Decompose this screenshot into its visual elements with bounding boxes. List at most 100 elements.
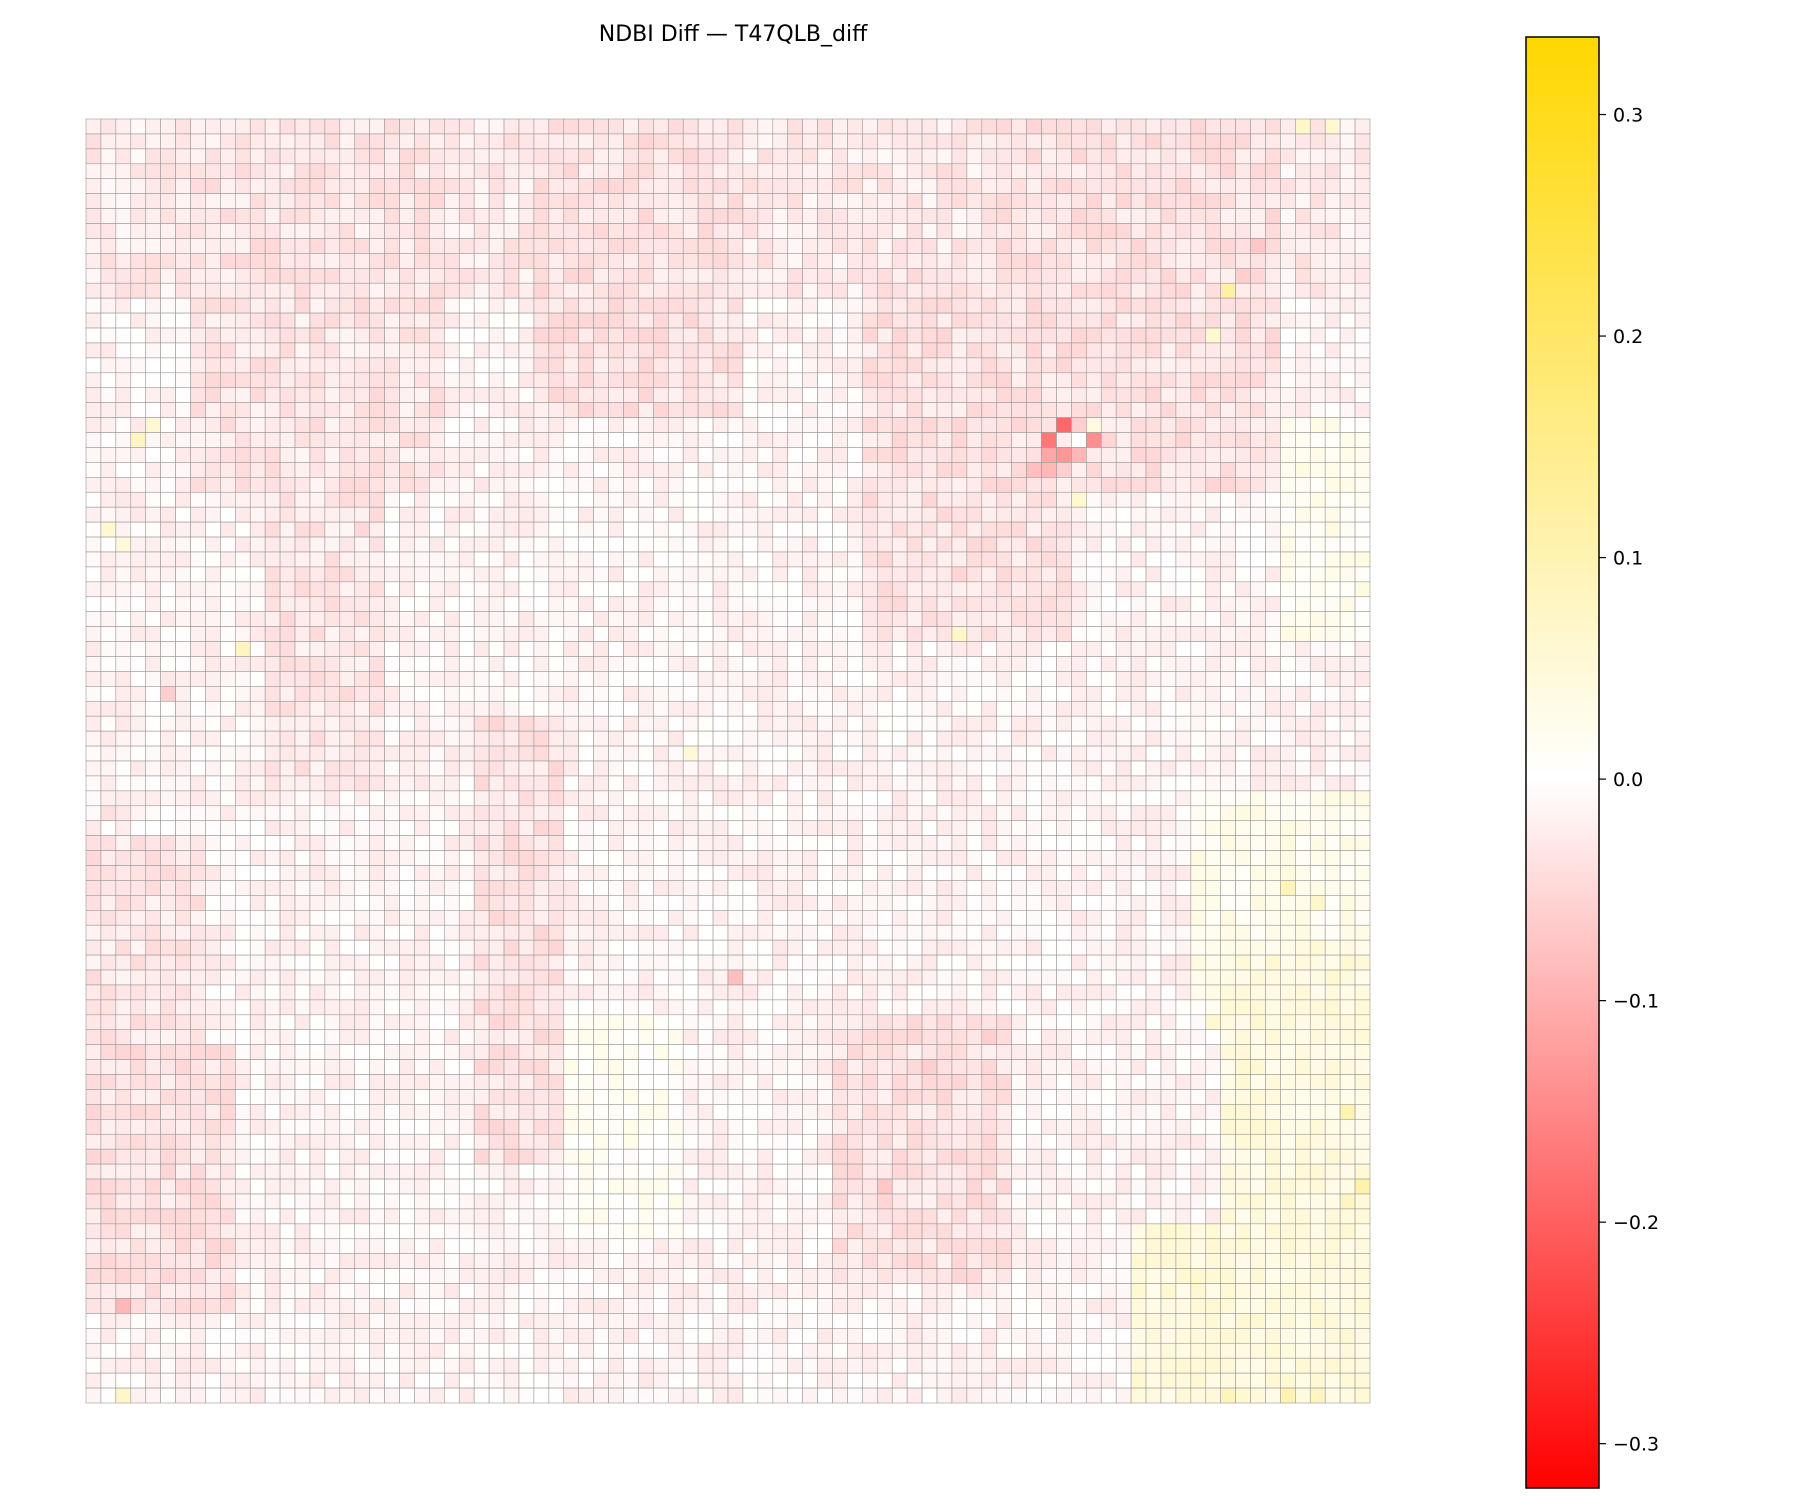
heatmap-cell [190,372,206,389]
heatmap-cell [279,342,296,359]
heatmap-cell [1071,671,1087,687]
heatmap-cell [787,775,803,792]
heatmap-cell [593,327,609,344]
heatmap-cell [638,133,654,150]
heatmap-cell [906,357,923,374]
heatmap-cell [249,163,266,180]
heatmap-cell [458,596,475,613]
heatmap-cell [1160,954,1177,971]
heatmap-cell [190,566,206,583]
heatmap-cell [235,835,251,851]
heatmap-cell [399,745,415,762]
heatmap-cell [772,700,789,717]
heatmap-cell [309,387,326,403]
heatmap-cell [175,895,191,911]
heatmap-cell [309,178,326,194]
heatmap-cell [891,835,908,851]
heatmap-cell [518,253,535,269]
heatmap-cell [862,745,878,762]
heatmap-cell [429,536,445,553]
heatmap-cell [623,939,639,956]
heatmap-cell [503,178,520,194]
heatmap-cell [981,880,998,896]
heatmap-cell [906,551,923,568]
heatmap-cell [936,477,953,493]
heatmap-cell [653,506,669,523]
heatmap-cell [1130,267,1147,284]
heatmap-cell [548,253,565,269]
heatmap-cell [742,895,759,911]
heatmap-cell [369,850,385,866]
heatmap-cell [130,656,147,672]
heatmap-cell [951,312,968,329]
heatmap-cell [653,312,669,329]
heatmap-cell [518,327,535,344]
heatmap-cell [757,342,774,359]
heatmap-cell [1250,850,1266,866]
heatmap-cell [906,312,923,329]
heatmap-cell [100,939,117,956]
heatmap-cell [548,850,565,866]
heatmap-cell [100,805,117,822]
heatmap-cell [1011,671,1027,687]
heatmap-cell [175,984,191,1001]
heatmap-cell [981,282,998,299]
heatmap-cell [1145,760,1162,777]
heatmap-cell [608,700,624,717]
heatmap-cell [1100,656,1117,672]
heatmap-cell [682,835,699,851]
heatmap-cell [608,491,624,508]
heatmap-cell [488,462,505,478]
heatmap-cell [1324,372,1341,389]
heatmap-cell [876,193,893,209]
heatmap-cell [473,297,490,314]
heatmap-cell [1339,297,1356,314]
heatmap-cell [802,551,818,568]
heatmap-cell [458,939,475,956]
heatmap-cell [593,835,609,851]
heatmap-cell [145,253,161,269]
heatmap-cell [473,312,490,329]
heatmap-cell [1324,939,1341,956]
heatmap-cell [488,297,505,314]
heatmap-cell [623,969,639,986]
heatmap-cell [638,163,654,180]
heatmap-cell [623,402,639,418]
heatmap-cell [1100,238,1117,254]
heatmap-cell [578,387,594,403]
heatmap-cell [817,372,833,389]
heatmap-cell [414,447,430,463]
heatmap-cell [429,969,445,986]
heatmap-cell [175,491,191,508]
heatmap-cell [384,939,400,956]
heatmap-cell [921,909,938,926]
heatmap-cell [802,297,818,314]
heatmap-cell [85,596,102,613]
heatmap-cell [205,880,221,896]
heatmap-cell [1115,790,1132,807]
heatmap-cell [727,342,744,359]
heatmap-cell [697,193,714,209]
heatmap-cell [1280,133,1296,150]
heatmap-cell [578,805,594,822]
heatmap-cell [593,924,609,941]
heatmap-cell [339,521,356,538]
heatmap-cell [175,193,191,209]
heatmap-cell [876,223,893,239]
heatmap-cell [966,805,983,822]
heatmap-cell [921,342,938,359]
heatmap-cell [130,521,147,538]
heatmap-cell [891,760,908,777]
heatmap-cell [533,297,550,314]
heatmap-cell [100,148,117,165]
heatmap-cell [294,521,311,538]
heatmap-cell [1115,223,1132,239]
heatmap-cell [414,118,430,135]
heatmap-cell [324,387,341,403]
heatmap-cell [1354,581,1371,598]
heatmap-cell [100,417,117,433]
heatmap-cell [1011,939,1027,956]
heatmap-cell [294,686,311,702]
heatmap-cell [444,253,460,269]
heatmap-cell [518,760,535,777]
